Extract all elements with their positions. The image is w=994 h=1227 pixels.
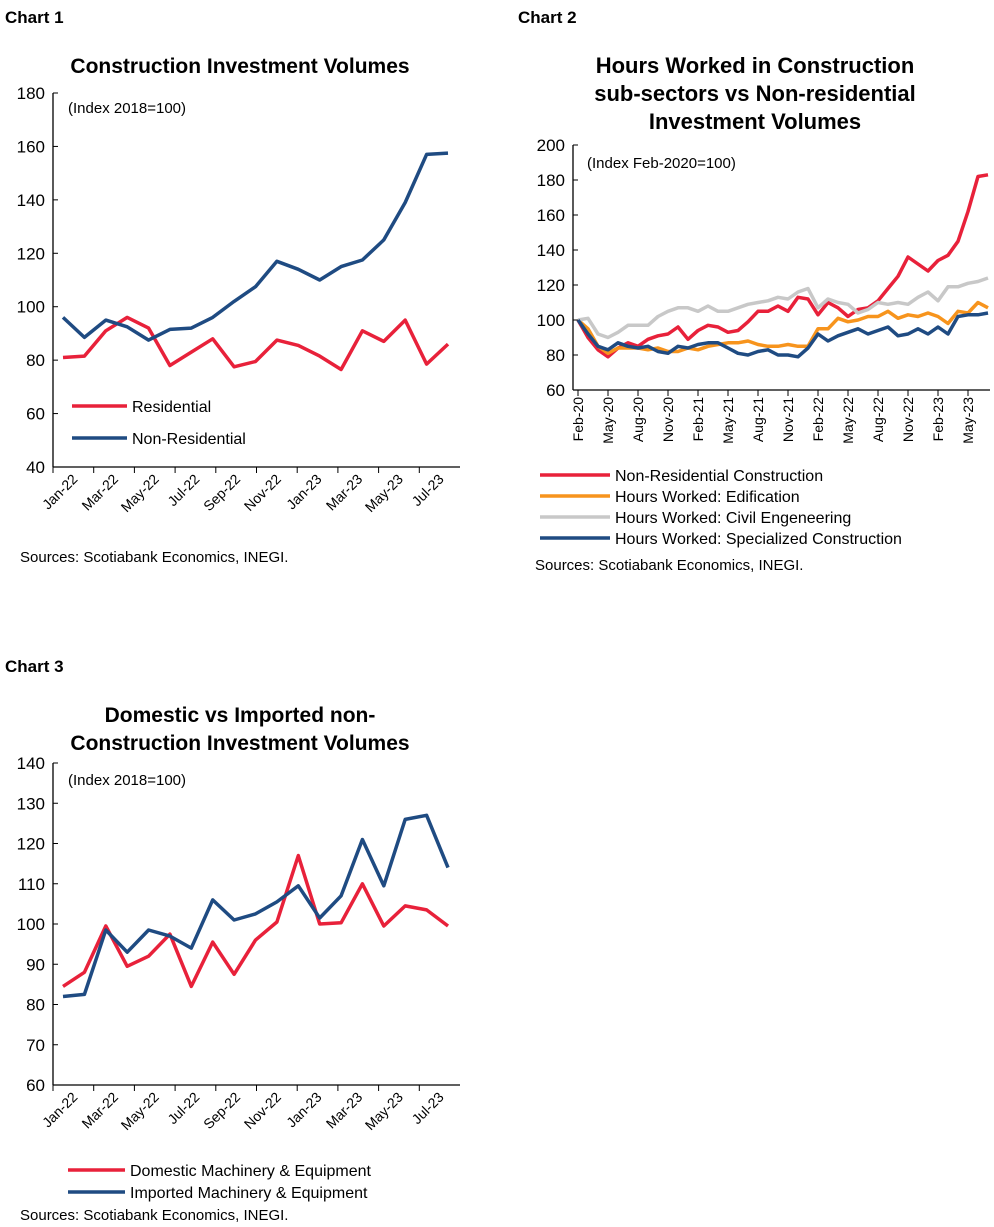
legend-label: Non-Residential Construction bbox=[615, 468, 823, 485]
chart-3-label: Chart 3 bbox=[5, 657, 64, 676]
y-tick-label: 60 bbox=[26, 1076, 45, 1095]
x-tick-label: Nov-22 bbox=[241, 1089, 284, 1132]
y-tick-label: 80 bbox=[546, 346, 565, 365]
x-tick-label: Jul-22 bbox=[164, 471, 202, 509]
y-tick-label: 70 bbox=[26, 1036, 45, 1055]
x-tick-label: Sep-22 bbox=[200, 1089, 243, 1132]
x-tick-label: May-22 bbox=[840, 397, 856, 444]
y-tick-label: 120 bbox=[17, 244, 45, 263]
chart-title: Investment Volumes bbox=[649, 109, 861, 134]
y-tick-label: 60 bbox=[546, 381, 565, 400]
x-tick-label: Sep-22 bbox=[200, 471, 243, 514]
y-tick-label: 100 bbox=[17, 915, 45, 934]
y-tick-label: 140 bbox=[537, 241, 565, 260]
x-tick-label: Jul-22 bbox=[164, 1089, 202, 1127]
series-line-hours-worked-specialized-construction bbox=[576, 311, 989, 359]
chart-title: Construction Investment Volumes bbox=[70, 55, 409, 78]
y-tick-label: 40 bbox=[26, 458, 45, 477]
y-tick-label: 140 bbox=[17, 191, 45, 210]
y-tick-label: 100 bbox=[537, 311, 565, 330]
y-tick-label: 120 bbox=[537, 276, 565, 295]
legend-label: Non-Residential bbox=[132, 431, 246, 448]
x-tick-label: May-23 bbox=[960, 397, 976, 444]
y-tick-label: 180 bbox=[537, 171, 565, 190]
chart-title: Hours Worked in Construction bbox=[596, 53, 915, 78]
x-tick-label: Jul-23 bbox=[408, 471, 446, 509]
y-tick-label: 180 bbox=[17, 84, 45, 103]
y-tick-label: 120 bbox=[17, 835, 45, 854]
y-tick-label: 90 bbox=[26, 955, 45, 974]
x-tick-label: May-20 bbox=[600, 397, 616, 444]
index-annotation: (Index 2018=100) bbox=[68, 100, 186, 117]
x-tick-label: May-21 bbox=[720, 397, 736, 444]
x-tick-label: Jan-23 bbox=[283, 1089, 325, 1131]
legend-label: Hours Worked: Edification bbox=[615, 489, 800, 506]
x-tick-label: May-22 bbox=[118, 1089, 162, 1133]
series-line-non-residential-construction bbox=[576, 173, 989, 359]
series-line-non-residential bbox=[61, 151, 449, 342]
x-tick-label: Mar-22 bbox=[78, 1089, 121, 1132]
chart-title: Domestic vs Imported non- bbox=[105, 704, 376, 727]
series-line-imported-machinery-equipment bbox=[62, 813, 450, 999]
y-tick-label: 140 bbox=[17, 754, 45, 773]
y-tick-label: 160 bbox=[17, 137, 45, 156]
x-tick-label: Mar-23 bbox=[323, 1089, 366, 1132]
legend-label: Residential bbox=[132, 399, 211, 416]
source-note: Sources: Scotiabank Economics, INEGI. bbox=[535, 557, 803, 574]
y-tick-label: 110 bbox=[18, 875, 45, 894]
x-tick-label: Mar-22 bbox=[78, 471, 121, 514]
x-tick-label: Nov-22 bbox=[241, 471, 284, 514]
x-tick-label: Feb-21 bbox=[690, 397, 706, 442]
x-tick-label: Aug-21 bbox=[750, 397, 766, 442]
source-note: Sources: Scotiabank Economics, INEGI. bbox=[20, 1207, 288, 1224]
x-tick-label: Jan-22 bbox=[39, 1089, 81, 1131]
y-tick-label: 60 bbox=[26, 405, 45, 424]
x-tick-label: May-23 bbox=[362, 471, 406, 515]
chart-2-label: Chart 2 bbox=[518, 8, 577, 27]
y-tick-label: 130 bbox=[17, 794, 45, 813]
x-tick-label: Aug-22 bbox=[870, 397, 886, 442]
x-tick-label: Nov-22 bbox=[900, 397, 916, 442]
x-tick-label: Feb-22 bbox=[810, 397, 826, 442]
chart-title: Construction Investment Volumes bbox=[70, 732, 409, 755]
y-tick-label: 100 bbox=[17, 298, 45, 317]
x-tick-label: Mar-23 bbox=[323, 471, 366, 514]
legend-label: Domestic Machinery & Equipment bbox=[130, 1163, 372, 1180]
series-line-residential bbox=[62, 315, 450, 372]
x-tick-label: May-22 bbox=[118, 471, 162, 515]
x-tick-label: Feb-20 bbox=[570, 397, 586, 442]
x-tick-label: Feb-23 bbox=[930, 397, 946, 442]
x-tick-label: May-23 bbox=[362, 1089, 406, 1133]
series-line-hours-worked-civil-engeneering bbox=[577, 276, 989, 340]
x-tick-label: Aug-20 bbox=[630, 397, 646, 442]
y-tick-label: 80 bbox=[26, 351, 45, 370]
x-tick-label: Nov-21 bbox=[780, 397, 796, 442]
y-tick-label: 200 bbox=[537, 136, 565, 155]
x-tick-label: Nov-20 bbox=[660, 397, 676, 442]
legend-label: Imported Machinery & Equipment bbox=[130, 1185, 368, 1202]
chart-1-label: Chart 1 bbox=[5, 8, 64, 27]
chart-title: sub-sectors vs Non-residential bbox=[594, 81, 916, 106]
index-annotation: (Index 2018=100) bbox=[68, 772, 186, 789]
x-tick-label: Jan-22 bbox=[39, 471, 81, 513]
legend-label: Hours Worked: Specialized Construction bbox=[615, 531, 902, 548]
y-tick-label: 80 bbox=[26, 996, 45, 1015]
series-line-hours-worked-edification bbox=[576, 300, 989, 356]
source-note: Sources: Scotiabank Economics, INEGI. bbox=[20, 549, 288, 566]
series-line-domestic-machinery-equipment bbox=[62, 853, 450, 989]
x-tick-label: Jan-23 bbox=[283, 471, 325, 513]
index-annotation: (Index Feb-2020=100) bbox=[587, 155, 736, 172]
y-tick-label: 160 bbox=[537, 206, 565, 225]
legend-label: Hours Worked: Civil Engeneering bbox=[615, 510, 851, 527]
x-tick-label: Jul-23 bbox=[408, 1089, 446, 1127]
